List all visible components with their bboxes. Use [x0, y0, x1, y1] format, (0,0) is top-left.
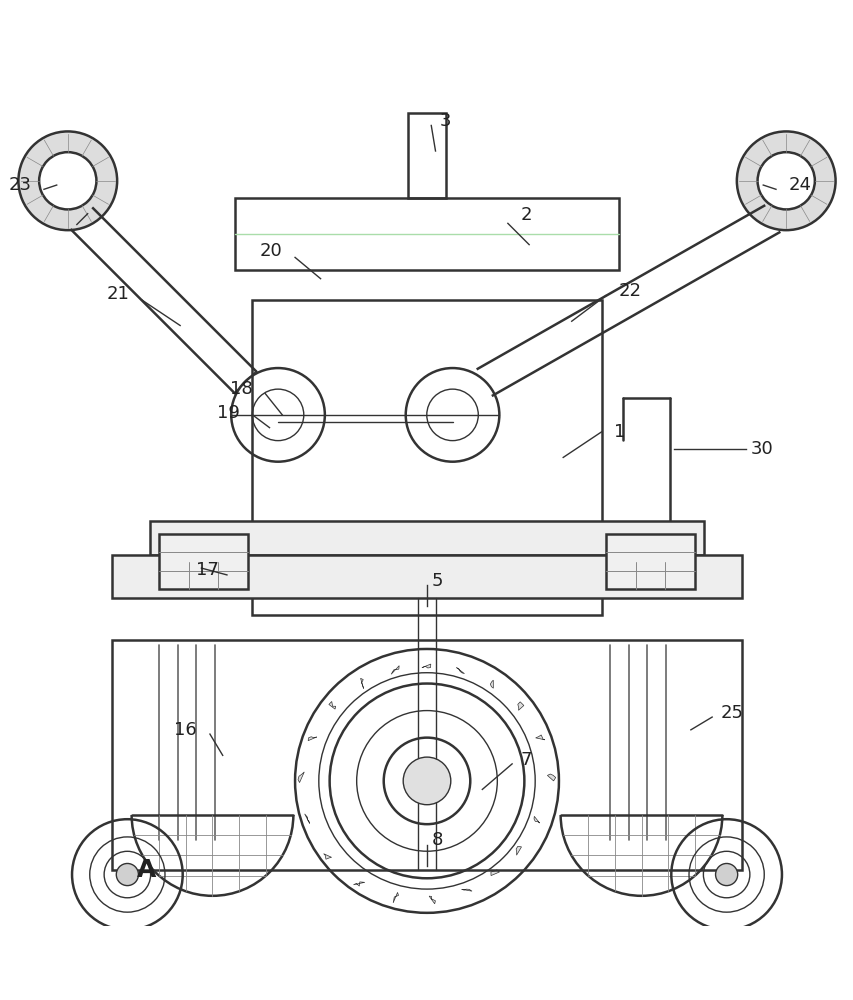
Text: 22: 22 [618, 282, 641, 300]
Polygon shape [421, 664, 430, 668]
Bar [605, 534, 694, 589]
Polygon shape [328, 701, 335, 709]
Text: A: A [136, 858, 155, 882]
Polygon shape [308, 737, 316, 741]
Polygon shape [490, 680, 493, 688]
Bar [112, 640, 741, 870]
Polygon shape [298, 772, 304, 783]
Bar [408, 113, 445, 198]
Circle shape [715, 863, 737, 886]
Text: 25: 25 [720, 704, 743, 722]
Polygon shape [429, 896, 435, 904]
Text: 7: 7 [520, 751, 531, 769]
Text: 19: 19 [217, 404, 240, 422]
Polygon shape [547, 774, 555, 781]
Text: 23: 23 [9, 176, 32, 194]
Polygon shape [461, 889, 472, 891]
Polygon shape [456, 668, 464, 674]
Text: 16: 16 [174, 721, 197, 739]
Bar [235, 198, 618, 270]
Polygon shape [533, 816, 539, 823]
Text: 18: 18 [229, 380, 252, 398]
Bar [252, 300, 601, 615]
Text: 17: 17 [195, 561, 218, 579]
Polygon shape [515, 846, 521, 855]
Polygon shape [535, 735, 544, 740]
Polygon shape [305, 814, 310, 823]
Text: 30: 30 [750, 440, 772, 458]
Polygon shape [360, 678, 363, 689]
Circle shape [116, 863, 138, 886]
Polygon shape [392, 892, 398, 903]
Circle shape [318, 673, 535, 889]
Text: 8: 8 [431, 831, 442, 849]
Text: 24: 24 [788, 176, 811, 194]
Wedge shape [736, 131, 834, 230]
Text: 20: 20 [259, 242, 282, 260]
Wedge shape [19, 131, 117, 230]
Circle shape [403, 757, 450, 805]
Bar [159, 534, 248, 589]
Polygon shape [391, 666, 398, 674]
Bar [150, 521, 703, 555]
Polygon shape [517, 702, 523, 710]
Polygon shape [490, 870, 499, 876]
Bar [112, 555, 741, 598]
Text: 21: 21 [106, 285, 129, 303]
Text: 3: 3 [439, 112, 450, 130]
Text: 1: 1 [613, 423, 625, 441]
Text: 2: 2 [520, 206, 531, 224]
Polygon shape [353, 882, 364, 886]
Text: 5: 5 [431, 572, 442, 590]
Polygon shape [323, 854, 331, 859]
